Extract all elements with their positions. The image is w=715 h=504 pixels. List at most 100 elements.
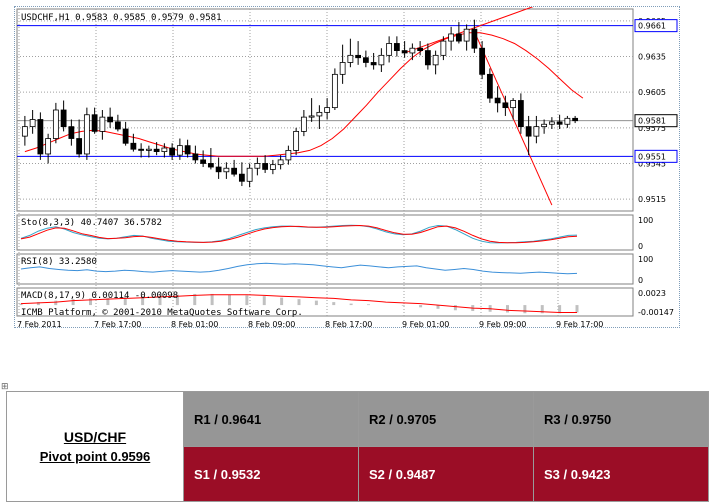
panel-label-rsi: RSI(8) 33.2580 [21,257,97,267]
pivot-point: Pivot point 0.9596 [39,448,151,464]
candle-body [471,28,478,49]
resistance-r1: R1 / 0.9641 [183,391,359,447]
candle-body [393,43,400,51]
x-axis-label: 9 Feb 09:00 [479,320,526,327]
candle-body [238,173,245,182]
candle-body [231,167,238,175]
candle-body [107,116,114,123]
candle-body [300,116,307,132]
candle-body [37,119,44,155]
level-label: 0.9661 [638,22,666,31]
candle-body [463,28,470,42]
support-s1: S1 / 0.9532 [183,446,359,502]
copyright-text: ICMB Platform, © 2001-2010 MetaQuotes So… [21,308,303,318]
stochastic-d-line [20,224,578,244]
candle-body [122,128,129,144]
panel-tick-bottom: 0 [638,242,643,251]
candle-body [262,163,269,170]
candle-body [362,57,369,63]
panel-tick-top: 100 [638,255,653,264]
candle-body [541,123,548,128]
resistance-r3: R3 / 0.9750 [533,391,709,447]
panel-label-macd: MACD(8,17,9) 0.00114 -0.00098 [21,291,178,301]
x-axis-label: 8 Feb 01:00 [171,320,218,327]
candle-body [145,148,152,151]
panel-tick-top: 100 [638,216,653,225]
candle-body [386,43,393,56]
x-axis-label: 9 Feb 01:00 [402,320,449,327]
candle-body [533,126,540,137]
candle-body [417,47,424,51]
candle-body [455,33,462,42]
candle-body [440,40,447,56]
candle-body [339,62,346,75]
candle-body [200,159,207,164]
pair-name: USD/CHF [63,428,127,445]
candle-body [246,167,253,182]
candle-body [548,121,555,125]
candle-body [21,126,28,137]
x-axis-label: 7 Feb 17:00 [94,320,141,327]
candle-body [525,126,532,137]
support-row: S1 / 0.9532 S2 / 0.9487 S3 / 0.9423 [7,446,709,502]
candle-body [502,102,509,109]
candle-body [432,54,439,66]
panel-label-stochastic: Sto(8,3,3) 40.7407 36.5782 [21,218,162,228]
x-axis-label: 8 Feb 17:00 [325,320,372,327]
candle-body [176,145,183,156]
pivot-table: USD/CHF Pivot point 0.9596 R1 / 0.9641 R… [6,391,709,502]
candle-body [114,121,121,130]
panel-tick-bottom: -0.00147 [638,308,674,317]
price-tick-label: 0.9635 [638,53,666,62]
candle-body [45,138,52,155]
x-axis-label: 8 Feb 09:00 [248,320,295,327]
table-anchor-icon: ⊞ [1,382,9,392]
candle-body [169,147,176,156]
candle-body [68,126,75,139]
candle-body [254,163,261,169]
current-price-label: 0.9581 [638,117,666,126]
macd-signal-line [20,294,577,313]
x-axis-label: 9 Feb 17:00 [556,320,603,327]
level-label: 0.9551 [638,152,666,161]
x-axis-label: 7 Feb 2011 [17,320,62,327]
panel-tick-bottom: 0 [638,276,643,285]
chart-header: USDCHF,H1 0.9583 0.9585 0.9579 0.9581 [21,13,221,23]
candle-body [401,50,408,54]
candle-body [161,147,168,152]
indicator-panel-stochastic [16,214,634,251]
candle-body [52,109,59,139]
candle-body [448,33,455,42]
candle-body [324,107,331,113]
candle-body [192,153,199,161]
resistance-r2: R2 / 0.9705 [358,391,534,447]
candle-body [293,130,300,151]
candle-body [91,114,98,132]
candle-body [517,100,524,128]
candle-body [479,47,486,75]
support-s2: S2 / 0.9487 [358,446,534,502]
candle-body [556,121,563,125]
candle-body [355,54,362,59]
current-price-box [634,114,678,128]
chart-frame: 0.96650.96350.96050.95750.95450.95150.96… [14,6,680,328]
support-s3: S3 / 0.9423 [533,446,709,502]
rsi-line [20,262,578,275]
moving-average-line [24,32,584,157]
candle-body [347,54,354,63]
candle-body [83,114,90,155]
candle-body [277,159,284,166]
candle-body [99,116,106,132]
candle-body [207,163,214,168]
candle-body [316,111,323,117]
level-label-box [634,19,678,33]
level-label-box [634,149,678,163]
indicator-panel-rsi [16,253,634,285]
candle-body [331,73,338,109]
candle-body [486,73,493,99]
resistance-row: USD/CHF Pivot point 0.9596 R1 / 0.9641 R… [6,391,709,502]
candle-body [184,145,191,155]
price-chart: 0.96650.96350.96050.95750.95450.95150.96… [16,7,678,327]
candle-body [76,138,83,155]
candle-body [424,50,431,66]
